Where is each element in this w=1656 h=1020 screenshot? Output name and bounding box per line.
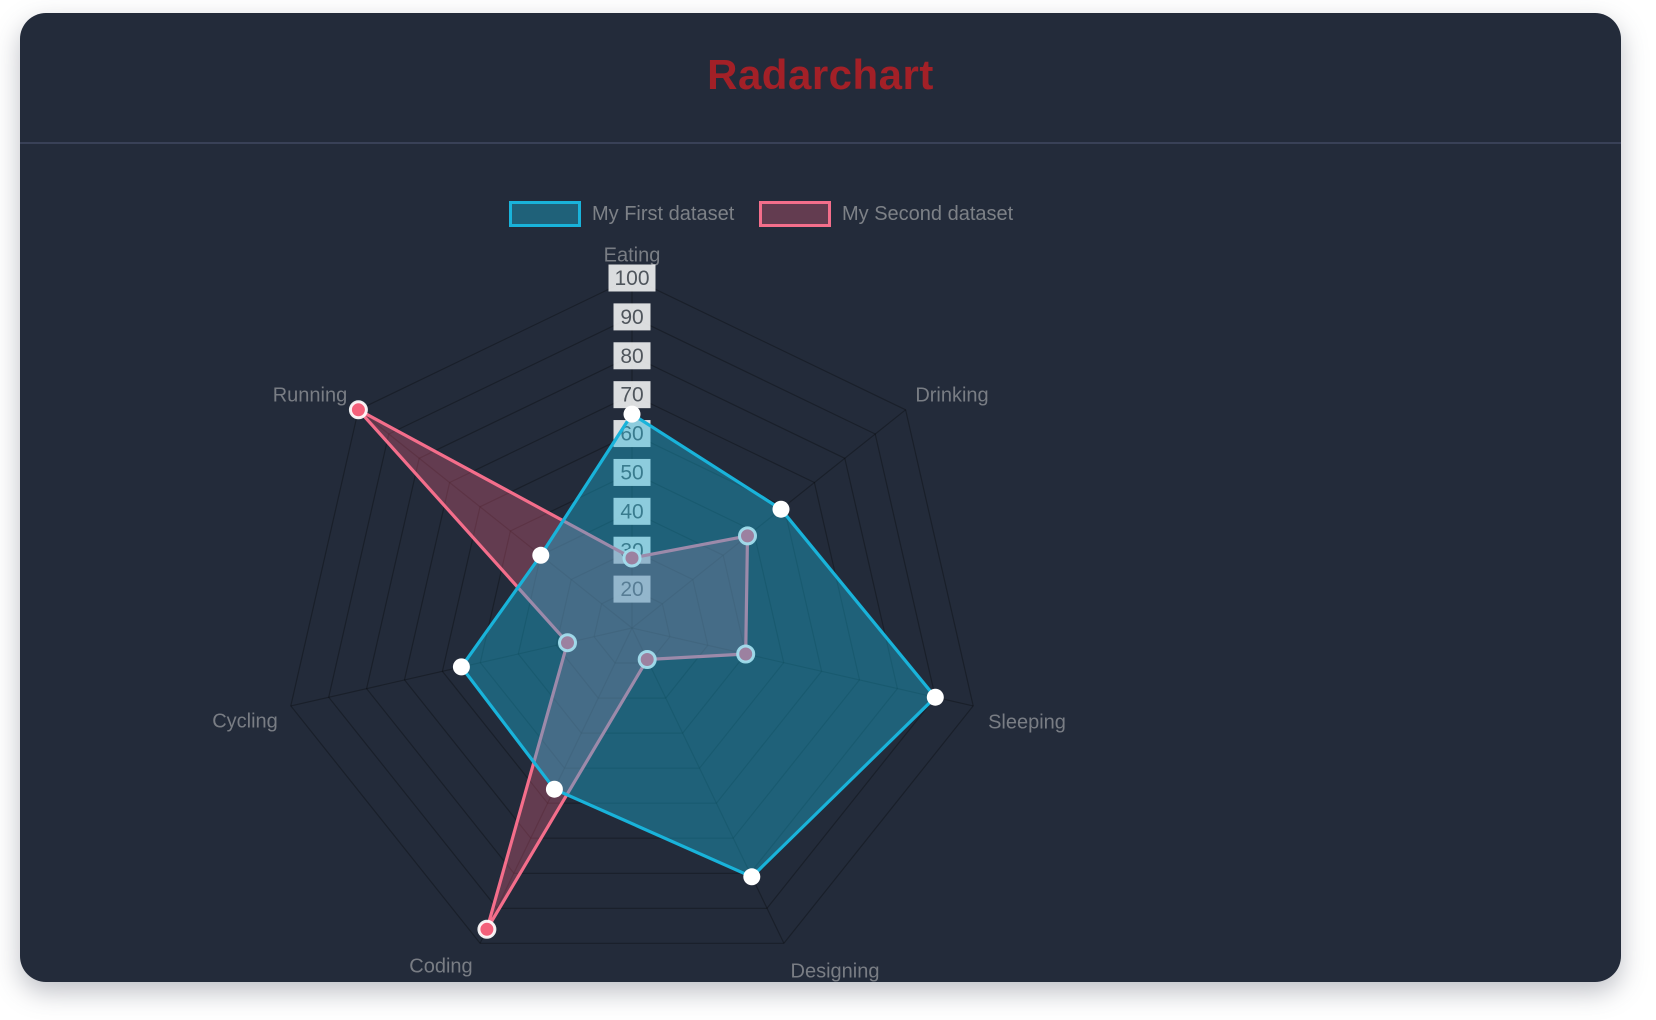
datasets	[348, 400, 944, 939]
radar-axis-line	[358, 409, 633, 629]
tick-backdrop	[608, 264, 656, 292]
axis-label-sleeping: Sleeping	[988, 711, 1066, 733]
dataset-area-1[interactable]	[459, 412, 937, 879]
dataset-2-point-sleeping[interactable]	[736, 644, 756, 664]
tick-label: 70	[620, 384, 643, 407]
legend-label-first-dataset: My First dataset	[592, 203, 735, 225]
tick-label: 40	[620, 500, 643, 523]
legend-swatch-second-dataset	[759, 201, 831, 227]
dataset-2-point-designing[interactable]	[637, 650, 657, 669]
radar-grid-ring	[479, 471, 785, 769]
dataset-2-point-cycling[interactable]	[558, 633, 577, 653]
tick-backdrop	[613, 381, 651, 409]
radar-grid-ring	[441, 432, 823, 804]
tick-backdrop	[613, 575, 651, 603]
legend-label-second-dataset: My Second dataset	[842, 203, 1014, 225]
dataset-1-point-running[interactable]	[532, 546, 550, 564]
radar-grid-ring	[403, 394, 861, 839]
axis-label-cycling: Cycling	[212, 710, 278, 732]
tick-label: 80	[620, 345, 643, 368]
header-divider	[20, 142, 1621, 144]
dataset-1-point-coding[interactable]	[545, 780, 563, 798]
radar-axis-line	[631, 627, 785, 944]
radar-axis-line	[631, 409, 906, 629]
dataset-2-point-coding[interactable]	[477, 919, 497, 939]
tick-label: 60	[620, 423, 643, 446]
axis-label-drinking: Drinking	[915, 384, 988, 406]
dataset-1-point-sleeping[interactable]	[926, 688, 944, 706]
radar-grid-ring	[593, 588, 671, 664]
axis-labels: Eating Drinking Sleeping Designing Coding Cyc…	[212, 244, 1066, 982]
tick-backdrop	[613, 458, 651, 486]
radar-axis-line	[631, 627, 974, 707]
tick-label: 20	[620, 578, 643, 601]
dataset-1-point-designing[interactable]	[743, 868, 761, 886]
tick-label: 100	[614, 267, 649, 290]
axis-label-designing: Designing	[791, 960, 880, 982]
dataset-1-point-eating[interactable]	[623, 405, 641, 423]
radar-grid-ring	[517, 510, 747, 734]
dataset-1-point-cycling[interactable]	[452, 658, 470, 676]
legend-item-first-dataset[interactable]: My First dataset	[509, 201, 734, 227]
radar-grid-ring	[328, 316, 936, 909]
tick-label: 50	[620, 461, 643, 484]
radar-grid-ring	[555, 549, 709, 699]
radar-chart[interactable]: Eating Drinking Sleeping Designing Coding Cyc…	[20, 13, 1621, 982]
axis-label-eating: Eating	[604, 244, 661, 266]
scale-ticks: 2030405060708090100	[608, 264, 656, 603]
dataset-2-point-eating[interactable]	[622, 548, 642, 568]
chart-card: Radarchart My First dataset My Second da…	[20, 13, 1621, 982]
legend-item-second-dataset[interactable]: My Second dataset	[759, 201, 1013, 227]
axis-label-running: Running	[273, 384, 348, 406]
dataset-2-point-running[interactable]	[348, 400, 368, 420]
tick-backdrop	[613, 497, 651, 525]
dataset-1-point-drinking[interactable]	[772, 500, 790, 518]
radar-grid-ring	[290, 277, 974, 944]
tick-label: 90	[620, 306, 643, 329]
legend-swatch-first-dataset	[509, 201, 581, 227]
chart-title: Radarchart	[707, 51, 934, 98]
tick-backdrop	[613, 303, 651, 331]
radar-grid-ring	[365, 355, 899, 874]
axis-label-coding: Coding	[409, 955, 472, 977]
tick-backdrop	[613, 342, 651, 370]
dataset-2-point-drinking[interactable]	[738, 526, 757, 546]
